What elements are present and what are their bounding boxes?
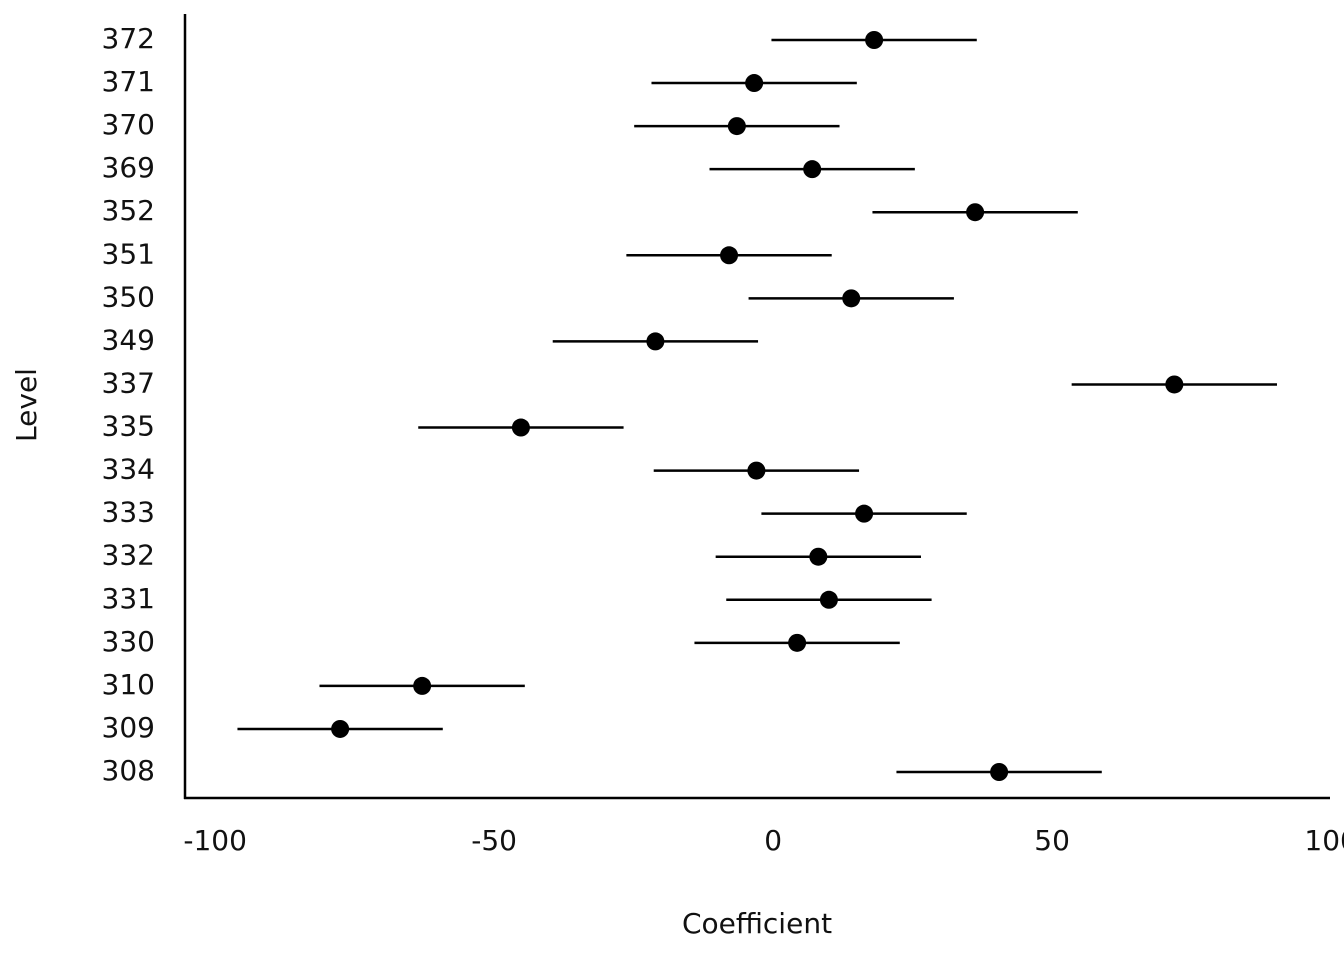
- x-tick-label: 0: [764, 824, 782, 857]
- y-tick-label: 370: [102, 108, 155, 141]
- point: [646, 332, 665, 351]
- x-tick-label: -50: [471, 824, 517, 857]
- point: [855, 504, 874, 523]
- point: [966, 203, 985, 222]
- x-tick-label: -100: [183, 824, 247, 857]
- y-tick-label: 350: [102, 280, 155, 313]
- point: [727, 117, 746, 136]
- point: [842, 289, 861, 308]
- y-tick-label: 333: [102, 496, 155, 529]
- y-tick-label: 352: [102, 194, 155, 227]
- y-tick-label: 337: [102, 366, 155, 399]
- y-tick-label: 309: [102, 711, 155, 744]
- y-axis-title: Level: [10, 368, 43, 442]
- point: [745, 74, 764, 93]
- x-tick-label: 100: [1304, 824, 1344, 857]
- point: [809, 547, 828, 566]
- point: [1165, 375, 1184, 394]
- y-tick-label: 371: [102, 65, 155, 98]
- point: [331, 719, 350, 738]
- y-tick-label: 330: [102, 625, 155, 658]
- point: [747, 461, 766, 480]
- y-tick-label: 351: [102, 237, 155, 270]
- y-tick-label: 332: [102, 539, 155, 572]
- y-tick-label: 310: [102, 668, 155, 701]
- point: [990, 763, 1009, 781]
- point: [511, 418, 530, 437]
- y-tick-label: 334: [102, 453, 155, 486]
- point: [720, 246, 739, 265]
- y-tick-label: 335: [102, 410, 155, 443]
- y-tick-label: 331: [102, 582, 155, 615]
- y-tick-label: 372: [102, 22, 155, 55]
- x-tick-label: 50: [1034, 824, 1070, 857]
- point: [788, 633, 807, 652]
- point: [819, 590, 838, 609]
- x-axis-title: Coefficient: [682, 907, 832, 940]
- point: [865, 31, 884, 49]
- y-tick-label: 349: [102, 323, 155, 356]
- y-tick-label: 369: [102, 151, 155, 184]
- y-tick-label: 308: [102, 754, 155, 787]
- point: [413, 676, 432, 695]
- point: [803, 160, 822, 179]
